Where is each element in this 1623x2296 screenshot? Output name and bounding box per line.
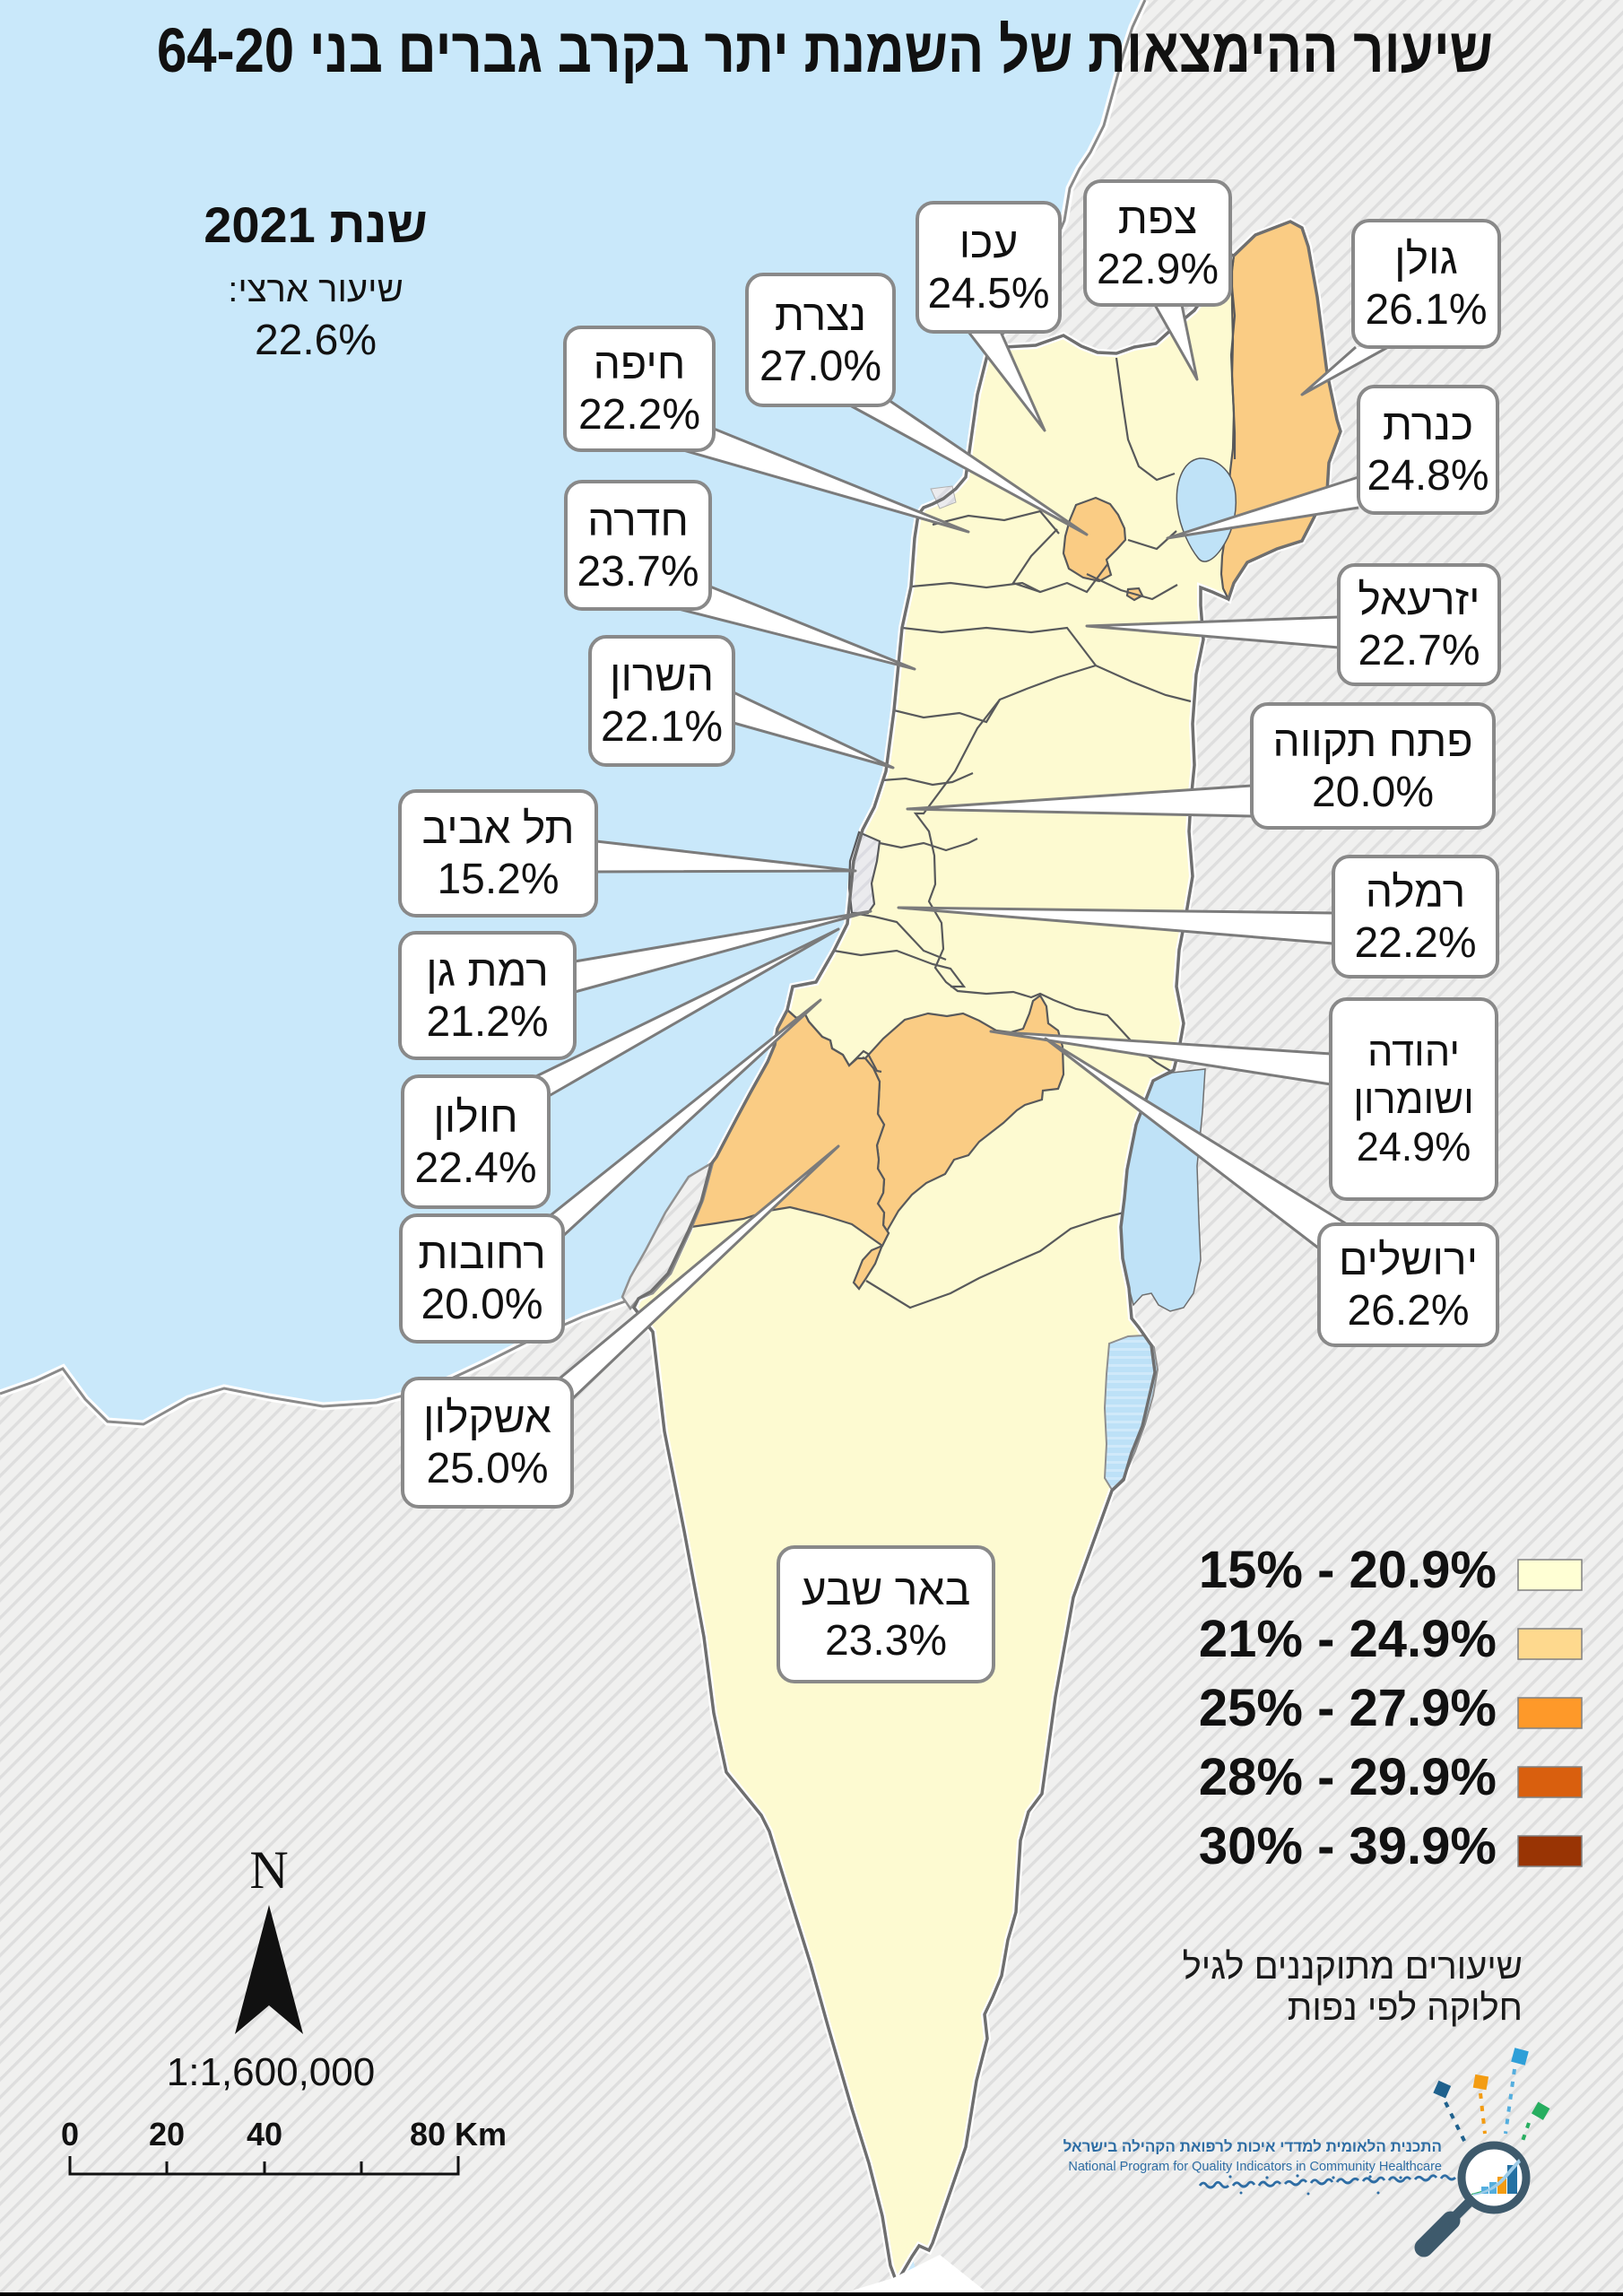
svg-text:יהודה: יהודה xyxy=(1367,1029,1460,1074)
svg-text:23.7%: 23.7% xyxy=(577,548,699,596)
svg-text:נצרת: נצרת xyxy=(775,292,866,340)
svg-text:25% - 27.9%: 25% - 27.9% xyxy=(1199,1679,1497,1737)
svg-text:22.2%: 22.2% xyxy=(1354,919,1476,967)
svg-text:22.4%: 22.4% xyxy=(414,1144,536,1192)
svg-text:22.2%: 22.2% xyxy=(578,391,700,439)
svg-text:15.2%: 15.2% xyxy=(437,856,559,903)
svg-text:שיעור ההימצאות של השמנת יתר בק: שיעור ההימצאות של השמנת יתר בקרב גברים ב… xyxy=(157,15,1493,85)
svg-text:21% - 24.9%: 21% - 24.9% xyxy=(1199,1610,1497,1668)
svg-text:התכנית הלאומית למדדי איכות לרפ: התכנית הלאומית למדדי איכות לרפואת הקהילה… xyxy=(1063,2138,1442,2155)
svg-text:22.1%: 22.1% xyxy=(601,703,723,751)
svg-text:15% - 20.9%: 15% - 20.9% xyxy=(1199,1541,1497,1599)
svg-text:28% - 29.9%: 28% - 29.9% xyxy=(1199,1748,1497,1806)
svg-text:N: N xyxy=(249,1840,288,1900)
svg-text:ירושלים: ירושלים xyxy=(1339,1237,1478,1284)
svg-text:גולן: גולן xyxy=(1394,236,1458,283)
svg-text:רחובות: רחובות xyxy=(418,1231,546,1278)
svg-text:חולון: חולון xyxy=(433,1094,517,1142)
svg-text:20.0%: 20.0% xyxy=(1312,769,1434,816)
svg-text:24.5%: 24.5% xyxy=(927,270,1049,317)
svg-text:27.0%: 27.0% xyxy=(759,343,881,390)
svg-text:21.2%: 21.2% xyxy=(426,998,548,1046)
svg-text:שיעור ארצי:: שיעור ארצי: xyxy=(228,270,404,309)
svg-text:1:1,600,000: 1:1,600,000 xyxy=(167,2050,375,2094)
svg-text:כנרת: כנרת xyxy=(1383,402,1473,449)
svg-text:תל אביב: תל אביב xyxy=(421,805,574,853)
svg-text:26.2%: 26.2% xyxy=(1347,1287,1469,1335)
svg-text:ושומרון: ושומרון xyxy=(1353,1076,1474,1122)
svg-text:22.6%: 22.6% xyxy=(255,317,377,364)
svg-text:20: 20 xyxy=(149,2116,185,2152)
svg-text:25.0%: 25.0% xyxy=(426,1445,548,1492)
svg-text:רמלה: רמלה xyxy=(1366,869,1466,917)
svg-text:24.8%: 24.8% xyxy=(1367,452,1488,500)
svg-text:National Program for Quality I: National Program for Quality Indicators … xyxy=(1068,2160,1442,2174)
svg-text:20.0%: 20.0% xyxy=(421,1281,542,1328)
svg-text:יזרעאל: יזרעאל xyxy=(1358,577,1480,624)
svg-text:שיעורים מתוקננים לגיל: שיעורים מתוקננים לגיל xyxy=(1183,1947,1523,1987)
svg-text:רמת גן: רמת גן xyxy=(426,948,548,996)
svg-text:שנת 2021: שנת 2021 xyxy=(204,196,428,253)
svg-text:24.9%: 24.9% xyxy=(1357,1124,1471,1170)
svg-text:עכו: עכו xyxy=(959,220,1019,267)
svg-text:26.1%: 26.1% xyxy=(1365,286,1487,334)
svg-text:חלוקה לפי נפות: חלוקה לפי נפות xyxy=(1288,1988,1523,2028)
svg-text:22.9%: 22.9% xyxy=(1097,246,1219,293)
svg-text:צפת: צפת xyxy=(1118,196,1198,243)
svg-text:פתח תקווה: פתח תקווה xyxy=(1272,718,1472,766)
svg-text:0: 0 xyxy=(61,2116,79,2152)
svg-text:30% - 39.9%: 30% - 39.9% xyxy=(1199,1817,1497,1875)
svg-text:אשקלון: אשקלון xyxy=(423,1395,551,1442)
svg-text:23.3%: 23.3% xyxy=(825,1617,947,1665)
svg-text:השרון: השרון xyxy=(610,653,714,700)
svg-text:22.7%: 22.7% xyxy=(1358,627,1480,674)
svg-text:באר שבע: באר שבע xyxy=(802,1567,971,1614)
svg-text:40: 40 xyxy=(247,2116,282,2152)
svg-text:חיפה: חיפה xyxy=(594,341,686,388)
svg-text:חדרה: חדרה xyxy=(587,498,689,545)
svg-text:80 Km: 80 Km xyxy=(410,2116,507,2152)
